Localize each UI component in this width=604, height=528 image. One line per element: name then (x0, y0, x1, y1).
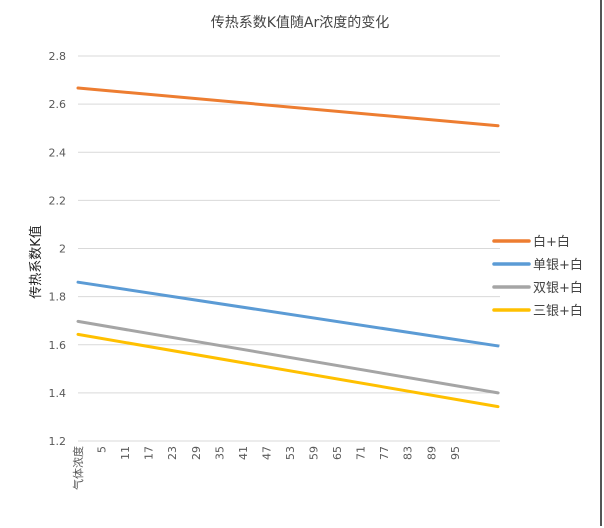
y-tick-label: 2 (59, 243, 66, 256)
x-tick-label: 17 (143, 446, 156, 460)
y-axis-label: 传热系数K值 (28, 225, 44, 299)
y-tick-label: 1.8 (49, 291, 67, 304)
legend-label: 白+白 (533, 234, 570, 250)
x-tick-label: 29 (190, 446, 203, 460)
y-tick-label: 2.8 (49, 50, 67, 63)
series-line (76, 280, 500, 348)
x-tick-label: 气体浓度 (71, 446, 85, 490)
chart-title: 传热系数K值随Ar浓度的变化 (211, 15, 390, 31)
x-tick-label: 23 (166, 446, 179, 460)
series-line (76, 332, 500, 409)
series-line (76, 319, 500, 395)
y-tick-label: 2.6 (49, 98, 67, 111)
x-tick-label: 71 (355, 446, 368, 460)
y-tick-label: 2.4 (49, 146, 67, 159)
x-tick-label: 47 (260, 446, 273, 460)
y-tick-label: 2.2 (49, 194, 67, 207)
legend-label: 单银+白 (533, 257, 583, 273)
x-tick-label: 95 (449, 446, 462, 460)
legend-label: 三银+白 (533, 303, 583, 319)
series-line (76, 86, 500, 128)
y-tick-label: 1.2 (49, 435, 67, 448)
y-tick-label: 1.4 (49, 387, 67, 400)
x-tick-label: 59 (308, 446, 321, 460)
y-tick-label: 1.6 (49, 339, 67, 352)
x-tick-label: 11 (119, 446, 132, 460)
x-tick-label: 77 (378, 446, 391, 460)
x-tick-label: 35 (213, 446, 226, 460)
x-tick-label: 5 (96, 446, 109, 453)
x-tick-label: 41 (237, 446, 250, 460)
x-tick-label: 83 (402, 446, 415, 460)
x-tick-label: 53 (284, 446, 297, 460)
x-tick-label: 65 (331, 446, 344, 460)
x-tick-label: 89 (425, 446, 438, 460)
legend-label: 双银+白 (533, 280, 583, 296)
